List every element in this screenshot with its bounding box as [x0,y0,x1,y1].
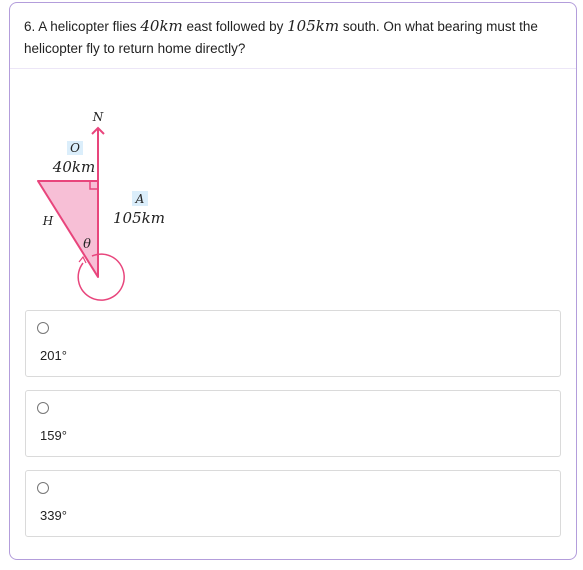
question-part-3: south. On what bearing must the helicopt… [24,19,538,56]
answer-option-1[interactable]: 201° [25,310,561,377]
bearing-arrow-icon [78,255,87,264]
north-arrow-icon [91,126,105,135]
triangle-diagram: N O 40km H A 105km θ [37,110,165,301]
question-text: 6. A helicopter flies 40km east followed… [24,15,564,60]
question-card: 6. A helicopter flies 40km east followed… [9,2,577,560]
hypotenuse-label: H [42,214,54,228]
opposite-label: O [70,141,80,155]
adjacent-label-bg [132,191,148,206]
option-label: 339° [40,508,67,523]
question-part-1: A helicopter flies [38,19,137,34]
adjacent-label: A [135,192,145,206]
question-number: 6. [24,19,36,34]
opposite-label-bg [67,141,83,155]
distance-east: 40km [140,17,183,35]
radio-button[interactable] [37,322,49,334]
triangle [37,180,99,278]
option-label: 201° [40,348,67,363]
radio-button[interactable] [37,402,49,414]
top-side-label: 40km [52,158,95,176]
option-label: 159° [40,428,67,443]
bearing-arc [77,253,125,301]
north-label: N [92,110,104,124]
right-side-label: 105km [113,209,165,227]
divider [10,68,576,69]
distance-south: 105km [287,17,340,35]
angle-label: θ [83,237,91,252]
answer-option-3[interactable]: 339° [25,470,561,537]
answer-option-2[interactable]: 159° [25,390,561,457]
radio-button[interactable] [37,482,49,494]
question-part-2: east followed by [186,19,284,34]
right-angle-marker [89,181,98,190]
